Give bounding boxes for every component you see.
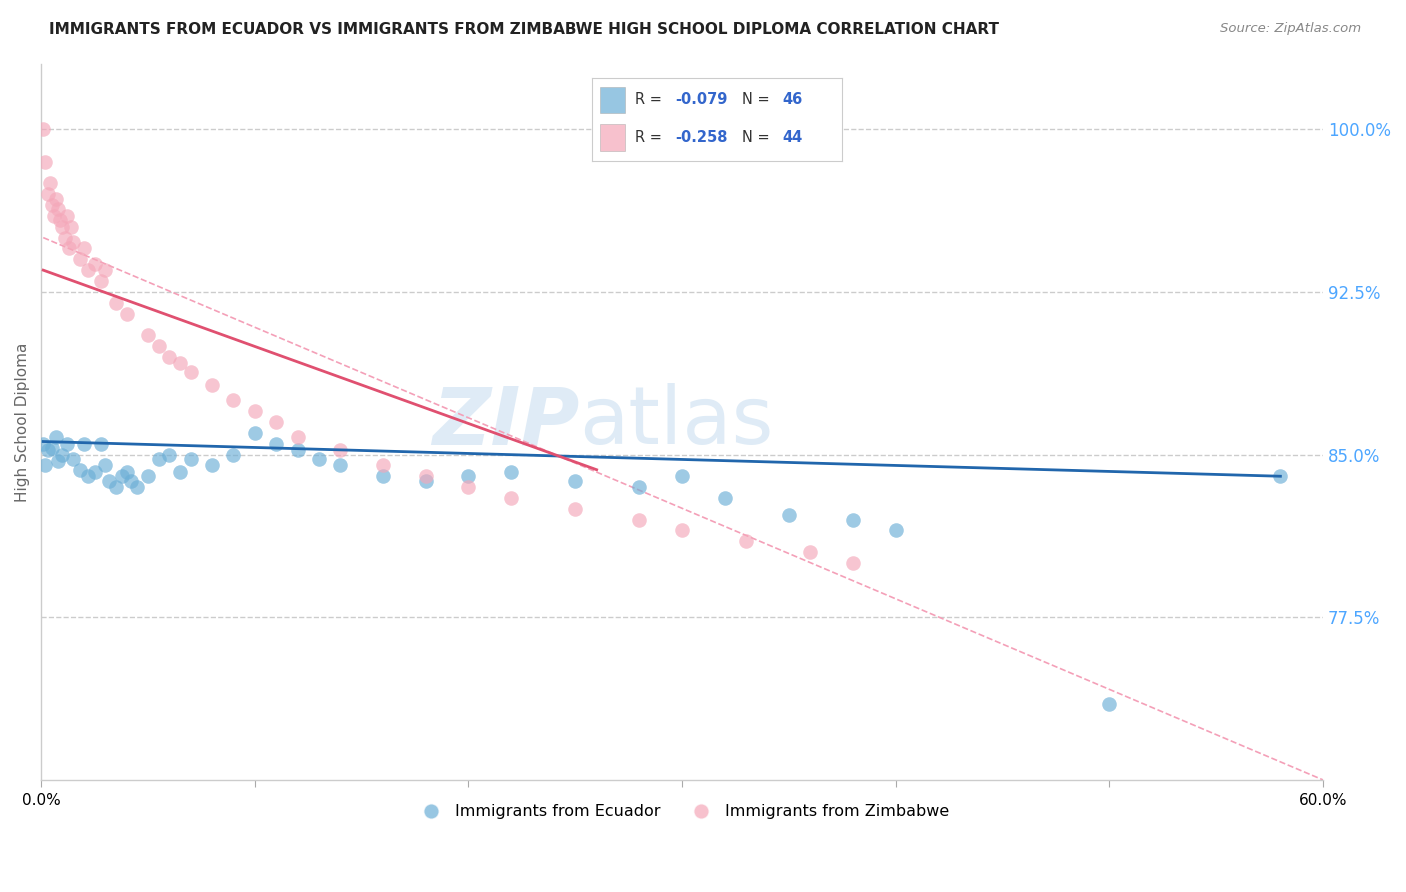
- Point: [115, 465, 138, 479]
- Point: [38, 177, 60, 191]
- Point: [111, 469, 134, 483]
- Point: [34, 458, 56, 473]
- Point: [83, 465, 105, 479]
- Point: [799, 545, 821, 559]
- Point: [94, 458, 117, 473]
- Text: ZIP: ZIP: [432, 383, 579, 461]
- Point: [1270, 469, 1292, 483]
- Point: [457, 469, 479, 483]
- Point: [77, 469, 100, 483]
- Point: [714, 491, 737, 505]
- Point: [83, 257, 105, 271]
- Point: [778, 508, 800, 523]
- Point: [329, 443, 352, 458]
- Point: [77, 263, 100, 277]
- Point: [457, 480, 479, 494]
- Text: 60.0%: 60.0%: [1299, 793, 1347, 808]
- Point: [842, 556, 865, 570]
- Text: atlas: atlas: [579, 383, 773, 461]
- Point: [564, 501, 586, 516]
- Point: [501, 465, 523, 479]
- Point: [69, 463, 91, 477]
- Point: [32, 436, 55, 450]
- Point: [287, 430, 309, 444]
- Point: [564, 474, 586, 488]
- Point: [1098, 697, 1121, 711]
- Point: [73, 242, 96, 256]
- Point: [69, 252, 91, 267]
- Point: [127, 480, 149, 494]
- Y-axis label: High School Diploma: High School Diploma: [15, 343, 30, 501]
- Point: [41, 441, 63, 455]
- Point: [157, 448, 180, 462]
- Point: [169, 465, 191, 479]
- Point: [98, 474, 121, 488]
- Point: [46, 454, 69, 468]
- Point: [222, 393, 245, 408]
- Point: [32, 122, 55, 136]
- Point: [264, 415, 287, 429]
- Point: [501, 491, 523, 505]
- Point: [90, 274, 112, 288]
- Point: [46, 202, 69, 217]
- Point: [58, 242, 80, 256]
- Point: [104, 295, 127, 310]
- Point: [671, 469, 693, 483]
- Point: [148, 451, 170, 466]
- Point: [628, 480, 651, 494]
- Point: [264, 436, 287, 450]
- Point: [201, 458, 224, 473]
- Point: [62, 235, 84, 249]
- Point: [37, 187, 59, 202]
- Point: [73, 436, 96, 450]
- Point: [45, 192, 67, 206]
- Point: [371, 458, 394, 473]
- Point: [136, 328, 159, 343]
- Point: [53, 230, 76, 244]
- Point: [415, 469, 437, 483]
- Point: [42, 209, 65, 223]
- Point: [671, 524, 693, 538]
- Point: [55, 436, 77, 450]
- Point: [884, 524, 907, 538]
- Text: Source: ZipAtlas.com: Source: ZipAtlas.com: [1220, 22, 1361, 36]
- Point: [45, 430, 67, 444]
- Point: [34, 154, 56, 169]
- Point: [60, 219, 83, 234]
- Point: [37, 443, 59, 458]
- Point: [287, 443, 309, 458]
- Text: IMMIGRANTS FROM ECUADOR VS IMMIGRANTS FROM ZIMBABWE HIGH SCHOOL DIPLOMA CORRELAT: IMMIGRANTS FROM ECUADOR VS IMMIGRANTS FR…: [49, 22, 1000, 37]
- Point: [180, 365, 202, 379]
- Point: [180, 451, 202, 466]
- Point: [120, 474, 142, 488]
- Point: [415, 474, 437, 488]
- Point: [62, 451, 84, 466]
- Point: [157, 350, 180, 364]
- Point: [115, 306, 138, 320]
- Point: [371, 469, 394, 483]
- Point: [136, 469, 159, 483]
- Point: [243, 404, 266, 418]
- Point: [735, 534, 758, 549]
- Point: [104, 480, 127, 494]
- Point: [169, 356, 191, 370]
- Point: [148, 339, 170, 353]
- Point: [308, 451, 330, 466]
- Point: [55, 209, 77, 223]
- Point: [842, 513, 865, 527]
- Point: [628, 513, 651, 527]
- Legend: Immigrants from Ecuador, Immigrants from Zimbabwe: Immigrants from Ecuador, Immigrants from…: [409, 797, 955, 826]
- Point: [222, 448, 245, 462]
- Point: [94, 263, 117, 277]
- Point: [243, 425, 266, 440]
- Point: [51, 219, 73, 234]
- Point: [41, 198, 63, 212]
- Point: [90, 436, 112, 450]
- Point: [51, 448, 73, 462]
- Point: [49, 213, 72, 227]
- Point: [201, 378, 224, 392]
- Point: [329, 458, 352, 473]
- Text: 0.0%: 0.0%: [21, 793, 60, 808]
